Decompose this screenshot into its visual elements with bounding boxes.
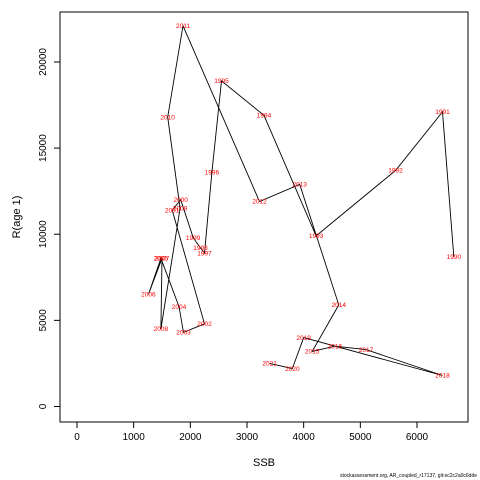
x-tick-label: 6000 (406, 432, 429, 443)
point-label-1992: 1992 (388, 168, 403, 175)
series-line (147, 24, 455, 376)
point-label-1994: 1994 (257, 113, 272, 120)
point-label-2000: 2000 (173, 197, 188, 204)
point-label-2010: 2010 (160, 114, 175, 121)
point-label-2008: 2008 (154, 326, 169, 333)
point-label-1999: 1999 (186, 235, 201, 242)
point-label-2015: 2015 (305, 349, 320, 356)
y-tick-label: 20000 (38, 48, 49, 76)
point-label-1996: 1996 (205, 169, 220, 176)
point-label-2020: 2020 (285, 366, 300, 373)
y-tick-label: 5000 (38, 309, 49, 332)
point-label-1995: 1995 (214, 78, 229, 85)
x-tick-label: 4000 (293, 432, 316, 443)
point-label-2007: 2007 (155, 256, 170, 263)
point-label-1998: 1998 (193, 245, 208, 252)
point-label-2004: 2004 (172, 304, 187, 311)
footer-attribution: stockassessment.org, AR_coupled_r17137, … (340, 473, 477, 479)
point-label-2011: 2011 (176, 23, 190, 30)
point-label-2005: 2005 (154, 256, 169, 263)
point-label-1993: 1993 (309, 233, 324, 240)
point-label-1991: 1991 (435, 109, 450, 116)
point-label-2019: 2019 (296, 335, 311, 342)
point-label-2012: 2012 (252, 199, 267, 206)
point-label-2001: 2001 (165, 207, 180, 214)
point-label-2006: 2006 (141, 292, 156, 299)
y-tick-label: 15000 (38, 134, 49, 162)
y-tick-label: 10000 (38, 220, 49, 248)
plot-frame (59, 11, 469, 423)
point-label-2018: 2018 (435, 373, 450, 380)
point-label-2003: 2003 (176, 330, 191, 337)
point-label-1990: 1990 (447, 254, 462, 261)
y-tick-label: 0 (38, 403, 49, 409)
point-label-2016: 2016 (328, 343, 343, 350)
y-axis-title: R(age 1) (11, 196, 23, 239)
point-label-1997: 1997 (197, 250, 212, 257)
x-tick-label: 3000 (236, 432, 259, 443)
point-label-2002: 2002 (197, 321, 212, 328)
point-label-2009: 2009 (173, 206, 188, 213)
point-label-2014: 2014 (332, 302, 347, 309)
point-label-2021: 2021 (262, 361, 277, 368)
point-label-2017: 2017 (359, 347, 374, 354)
x-axis-title: SSB (253, 457, 275, 469)
x-tick-label: 2000 (179, 432, 202, 443)
x-tick-label: 0 (74, 432, 80, 443)
x-tick-label: 5000 (349, 432, 372, 443)
x-tick-label: 1000 (123, 432, 146, 443)
point-label-2013: 2013 (292, 181, 307, 188)
